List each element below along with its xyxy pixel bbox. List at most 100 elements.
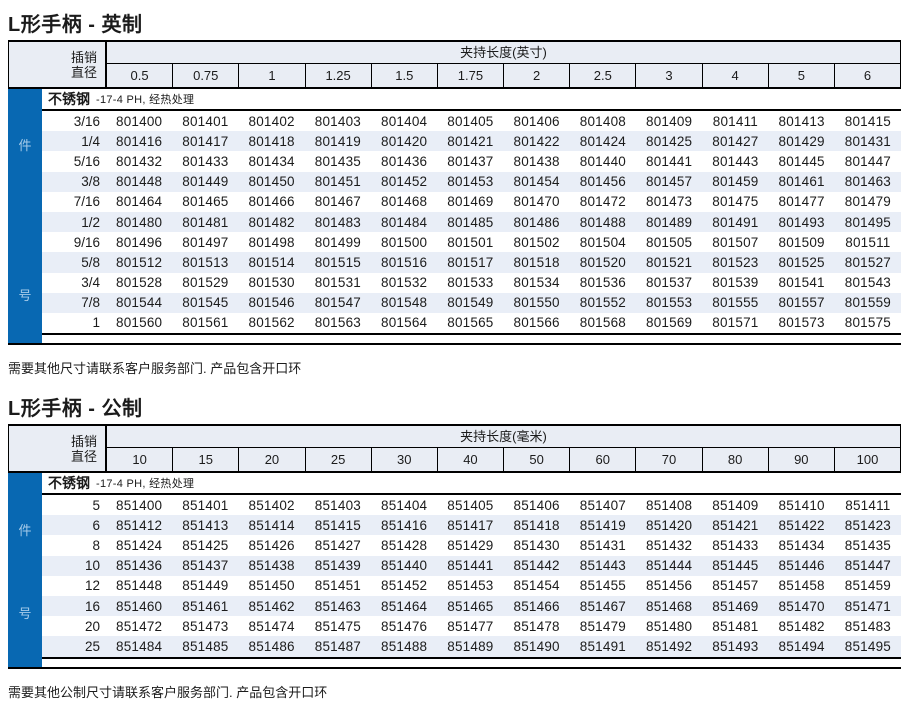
part-number-cell: 801420 (381, 133, 428, 149)
column-header: 40 (436, 448, 503, 472)
part-number-cell: 801521 (646, 254, 693, 270)
part-number-cell: 851493 (712, 638, 759, 654)
part-number-cell: 801432 (116, 153, 163, 169)
material-row: 不锈钢 -17-4 PH, 经热处理 (42, 89, 901, 111)
part-number-cell: 801480 (116, 214, 163, 230)
part-number-cell: 801488 (579, 214, 626, 230)
part-number-cell: 851464 (381, 598, 428, 614)
part-number-cell: 801470 (513, 194, 560, 210)
part-number-cell: 851401 (182, 497, 229, 513)
pin-diameter-cell: 3/16 (73, 113, 100, 129)
part-number-cell: 801453 (447, 174, 494, 190)
part-number-cell: 801479 (844, 194, 891, 210)
part-number-cell: 801509 (778, 234, 825, 250)
imperial-length-columns: 夹持长度(英寸) 0.5 0.75 1 1.25 1.5 1.75 2 2.5 3 4 5 6 (107, 42, 900, 87)
column-header: 25 (304, 448, 371, 472)
part-number-cell: 801553 (646, 295, 693, 311)
column-header: 20 (238, 448, 304, 472)
part-number-cell: 851466 (513, 598, 560, 614)
part-number-cell: 801563 (314, 315, 361, 331)
part-number-cell: 851494 (778, 638, 825, 654)
part-number-cell: 851491 (579, 638, 626, 654)
part-number-cell: 851462 (248, 598, 295, 614)
part-number-cell: 801425 (646, 133, 693, 149)
part-number-cell: 801406 (513, 113, 560, 129)
column-header: 4 (701, 64, 768, 87)
side-label-jian: 件 (18, 522, 32, 538)
part-number-cell: 851440 (381, 558, 428, 574)
grip-length-header-inch: 夹持长度(英寸) (107, 42, 900, 64)
part-number-cell: 851492 (646, 638, 693, 654)
part-number-cell: 801552 (579, 295, 626, 311)
grip-length-header-mm: 夹持长度(毫米) (107, 426, 900, 449)
column-header: 100 (833, 448, 900, 472)
pin-diameter-cell: 10 (84, 558, 100, 574)
part-number-cell: 851436 (116, 558, 163, 574)
part-number-cell: 851455 (579, 578, 626, 594)
part-number-cell: 851453 (447, 578, 494, 594)
pin-diameter-header: 插销 直径 (9, 426, 107, 472)
part-number-cell: 851452 (381, 578, 428, 594)
pin-diameter-cell: 3/8 (81, 174, 100, 190)
part-number-cell: 851456 (646, 578, 693, 594)
part-number-cell: 801402 (248, 113, 295, 129)
table-row: 3/16 801400 801401 801402 801403 801404 801405… (42, 111, 901, 131)
part-number-cell: 801514 (248, 254, 295, 270)
part-number-cell: 851430 (513, 538, 560, 554)
part-number-cell: 801539 (712, 275, 759, 291)
part-number-cell: 801404 (381, 113, 428, 129)
part-number-cell: 801481 (182, 214, 229, 230)
part-number-cell: 801515 (314, 254, 361, 270)
part-number-cell: 801497 (182, 234, 229, 250)
pin-diameter-cell: 3/4 (81, 275, 100, 291)
part-number-cell: 851441 (447, 558, 494, 574)
part-number-cell: 801475 (712, 194, 759, 210)
part-number-cell: 801505 (646, 234, 693, 250)
table-row: 7/8 801544 801545 801546 801547 801548 801549 8… (42, 292, 901, 313)
part-number-cell: 801451 (314, 174, 361, 190)
imperial-data-rows: 3/16 801400 801401 801402 801403 801404 801405… (42, 111, 901, 336)
part-number-cell: 801483 (314, 214, 361, 230)
part-number-cell: 851432 (646, 538, 693, 554)
part-number-cell: 801565 (447, 315, 494, 331)
part-number-cell: 801465 (182, 194, 229, 210)
part-number-cell: 801463 (844, 174, 891, 190)
part-number-cell: 801417 (182, 133, 229, 149)
part-number-cell: 801516 (381, 254, 428, 270)
part-number-cell: 851420 (646, 517, 693, 533)
part-number-cell: 801473 (646, 194, 693, 210)
part-number-cell: 851410 (778, 497, 825, 513)
part-number-cell: 851459 (844, 578, 891, 594)
part-number-cell: 851421 (712, 517, 759, 533)
part-number-cell: 851480 (646, 618, 693, 634)
bottom-pad (42, 659, 901, 667)
pin-diameter-header-line1: 插销 (70, 49, 97, 65)
metric-body-main: 不锈钢 -17-4 PH, 经热处理 5 851400 851401 851402 85… (42, 473, 901, 667)
part-number-cell: 801500 (381, 234, 428, 250)
part-number-cell: 851404 (381, 497, 428, 513)
part-number-cell: 851418 (513, 517, 560, 533)
part-number-cell: 851495 (844, 638, 891, 654)
material-spec: -17-4 PH, 经热处理 (96, 94, 195, 106)
part-number-cell: 801518 (513, 254, 560, 270)
part-number-cell: 801536 (579, 275, 626, 291)
part-number-cell: 851490 (513, 638, 560, 654)
part-number-cell: 801427 (712, 133, 759, 149)
part-number-cell: 851482 (778, 618, 825, 634)
imperial-body-main: 不锈钢 -17-4 PH, 经热处理 3/16 801400 801401 80140… (42, 89, 901, 343)
part-number-cell: 851419 (579, 517, 626, 533)
part-number-cell: 851417 (447, 517, 494, 533)
part-number-cell: 851458 (778, 578, 825, 594)
part-number-cell: 801418 (248, 133, 295, 149)
part-number-cell: 801438 (513, 153, 560, 169)
metric-section: L形手柄 - 公制 插销 直径 夹持长度(毫米) 10 15 20 25 30 40 50 6… (0, 392, 913, 701)
bottom-pad (42, 335, 901, 343)
pin-diameter-cell: 7/8 (81, 295, 100, 311)
part-number-cell: 801489 (646, 214, 693, 230)
part-number-cell: 801575 (844, 315, 891, 331)
part-number-cell: 851400 (116, 497, 163, 513)
part-number-cell: 801447 (844, 153, 891, 169)
part-number-cell: 851438 (248, 558, 295, 574)
part-number-cell: 801530 (248, 275, 295, 291)
part-number-cell: 801435 (314, 153, 361, 169)
